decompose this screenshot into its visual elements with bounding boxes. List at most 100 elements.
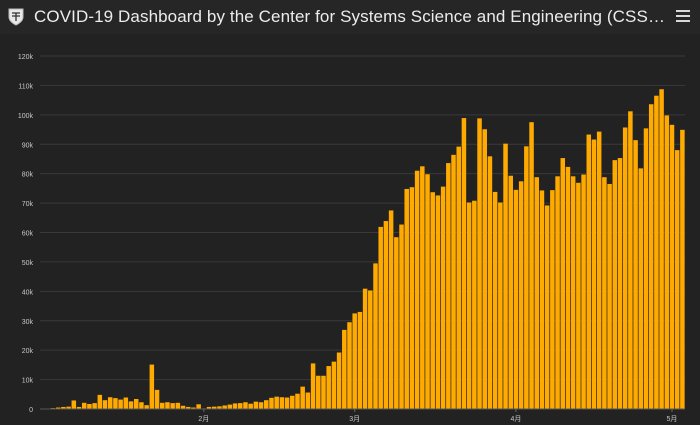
bar[interactable] <box>118 399 123 409</box>
bar[interactable] <box>368 290 373 409</box>
bar[interactable] <box>430 192 435 409</box>
bar[interactable] <box>674 150 680 409</box>
bar[interactable] <box>300 386 305 409</box>
bar[interactable] <box>185 406 191 409</box>
bar[interactable] <box>284 397 290 409</box>
bar[interactable] <box>399 224 404 409</box>
bar[interactable] <box>149 364 155 409</box>
bar[interactable] <box>81 402 87 409</box>
bar[interactable] <box>643 128 649 409</box>
bar[interactable] <box>222 405 227 409</box>
bar[interactable] <box>539 190 545 409</box>
bar[interactable] <box>133 398 139 409</box>
bar[interactable] <box>544 205 550 409</box>
bar[interactable] <box>290 395 295 409</box>
bar[interactable] <box>680 129 685 410</box>
bar[interactable] <box>102 400 108 409</box>
bar[interactable] <box>248 403 253 409</box>
bar[interactable] <box>159 402 165 409</box>
bar[interactable] <box>550 190 555 409</box>
bar[interactable] <box>97 394 103 409</box>
bar[interactable] <box>71 400 77 409</box>
hamburger-menu-icon[interactable] <box>676 8 690 24</box>
bar[interactable] <box>518 181 524 409</box>
bar[interactable] <box>165 402 170 409</box>
bar[interactable] <box>648 104 654 409</box>
bar[interactable] <box>336 352 342 409</box>
bar[interactable] <box>258 402 264 409</box>
bar[interactable] <box>388 210 394 409</box>
bar[interactable] <box>446 163 451 409</box>
bar[interactable] <box>607 183 612 409</box>
bar[interactable] <box>586 134 592 409</box>
bar[interactable] <box>331 361 337 409</box>
bar[interactable] <box>107 397 113 409</box>
bar[interactable] <box>144 405 149 409</box>
bar[interactable] <box>154 389 160 409</box>
bar[interactable] <box>482 129 487 409</box>
bar[interactable] <box>264 400 269 409</box>
bar[interactable] <box>227 404 233 409</box>
bar[interactable] <box>669 124 675 410</box>
bar[interactable] <box>76 406 82 409</box>
bar[interactable] <box>373 263 378 409</box>
bar[interactable] <box>243 402 248 409</box>
bar[interactable] <box>633 140 638 410</box>
bar[interactable] <box>274 396 279 409</box>
bar[interactable] <box>342 329 347 409</box>
bar[interactable] <box>659 89 664 409</box>
bar[interactable] <box>92 403 97 409</box>
bar[interactable] <box>477 118 482 409</box>
bar[interactable] <box>394 237 399 409</box>
bar[interactable] <box>113 398 118 409</box>
bar[interactable] <box>628 111 633 409</box>
bar[interactable] <box>321 375 326 409</box>
bar[interactable] <box>425 174 430 409</box>
bar[interactable] <box>414 170 420 409</box>
bar[interactable] <box>555 176 560 409</box>
bar[interactable] <box>466 202 472 409</box>
bar[interactable] <box>529 122 534 409</box>
bar[interactable] <box>139 402 144 409</box>
bar[interactable] <box>654 95 659 410</box>
bar[interactable] <box>87 403 92 409</box>
bar[interactable] <box>617 158 623 409</box>
bar[interactable] <box>326 366 331 409</box>
bar[interactable] <box>565 166 571 409</box>
bar[interactable] <box>316 375 321 409</box>
bar[interactable] <box>591 139 597 409</box>
bar[interactable] <box>123 397 129 409</box>
bar[interactable] <box>347 322 352 409</box>
bar[interactable] <box>612 160 618 409</box>
bar[interactable] <box>378 226 383 409</box>
bar[interactable] <box>362 288 368 409</box>
bar[interactable] <box>560 158 566 409</box>
bar[interactable] <box>206 406 212 409</box>
bar[interactable] <box>279 397 285 409</box>
bar[interactable] <box>508 175 513 409</box>
bar[interactable] <box>61 406 66 409</box>
bar[interactable] <box>55 407 61 409</box>
bar[interactable] <box>498 202 503 409</box>
bar[interactable] <box>66 406 71 409</box>
bar[interactable] <box>170 403 175 409</box>
bar[interactable] <box>128 401 134 409</box>
bar[interactable] <box>596 131 602 409</box>
bar[interactable] <box>503 143 508 409</box>
bar[interactable] <box>196 404 201 409</box>
bar[interactable] <box>269 397 274 409</box>
bar[interactable] <box>513 189 519 409</box>
bar[interactable] <box>638 168 644 409</box>
bar[interactable] <box>570 176 576 409</box>
bar[interactable] <box>404 188 409 409</box>
bar[interactable] <box>487 156 493 409</box>
bar[interactable] <box>180 405 186 409</box>
bar[interactable] <box>440 186 446 409</box>
bar[interactable] <box>191 407 196 409</box>
bar[interactable] <box>622 127 628 410</box>
bar[interactable] <box>461 118 467 410</box>
bar[interactable] <box>409 187 415 409</box>
bar[interactable] <box>581 174 586 409</box>
bar[interactable] <box>435 195 441 409</box>
bar[interactable] <box>238 403 243 409</box>
